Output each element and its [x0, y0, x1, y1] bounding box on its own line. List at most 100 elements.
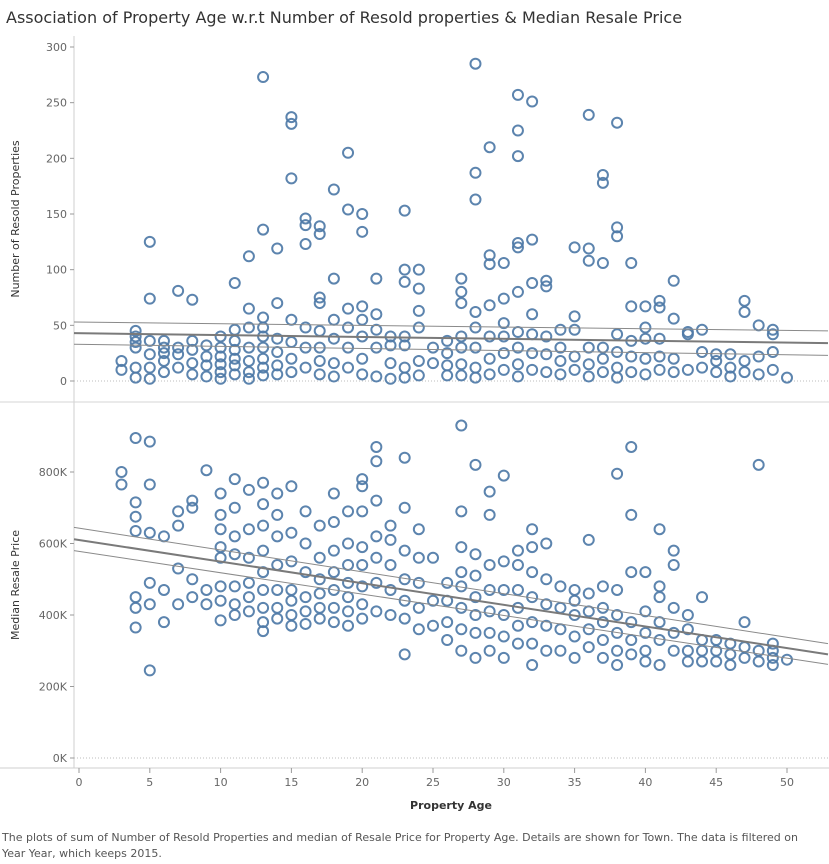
data-point [157, 583, 170, 596]
data-point [342, 537, 355, 550]
data-point [469, 57, 482, 70]
data-point [285, 313, 298, 326]
data-point [157, 530, 170, 543]
data-point [427, 619, 439, 632]
data-point [143, 235, 156, 248]
data-point [214, 508, 227, 521]
data-point [441, 347, 454, 360]
data-point [412, 523, 425, 536]
data-point [526, 541, 539, 554]
data-point [596, 169, 609, 182]
data-point [356, 558, 369, 571]
data-point [214, 350, 227, 363]
data-point [257, 352, 270, 365]
data-point [511, 124, 524, 137]
x-tick-label: 15 [284, 776, 298, 789]
data-point [752, 458, 765, 471]
data-point [497, 363, 510, 376]
data-point [228, 501, 241, 514]
data-point [313, 354, 326, 367]
y-tick-label: 250 [46, 97, 67, 110]
data-point [228, 548, 241, 561]
data-point [483, 299, 496, 312]
data-point [129, 496, 142, 509]
data-point [412, 601, 425, 614]
data-point [469, 609, 482, 621]
data-point [540, 348, 553, 361]
data-point [299, 238, 312, 251]
data-point [327, 332, 340, 345]
chart-title: Association of Property Age w.r.t Number… [6, 8, 683, 27]
data-point [398, 371, 411, 384]
data-point [327, 272, 340, 285]
data-point [342, 505, 355, 518]
data-point [257, 223, 270, 236]
data-point [596, 341, 609, 354]
trend-line [73, 332, 829, 345]
data-point [596, 580, 609, 593]
data-point [342, 203, 355, 216]
data-point [469, 651, 482, 664]
data-point [511, 370, 524, 383]
data-point [370, 605, 383, 618]
data-point [625, 616, 638, 629]
data-point [398, 204, 411, 217]
data-point [483, 644, 496, 657]
data-point [511, 236, 524, 249]
data-point [497, 256, 510, 269]
data-point [511, 358, 524, 371]
data-point [469, 548, 482, 561]
data-point [327, 583, 340, 596]
data-point [625, 566, 638, 579]
data-point [299, 591, 312, 604]
data-point [157, 347, 170, 360]
data-point [271, 583, 284, 596]
data-point [653, 523, 666, 536]
y-tick-label: 0K [53, 752, 68, 765]
data-point [483, 330, 496, 343]
data-point [172, 361, 185, 374]
data-point [200, 339, 213, 352]
data-point [285, 526, 298, 539]
data-point [356, 541, 369, 554]
data-point [214, 614, 227, 627]
data-point [313, 291, 326, 304]
data-point [653, 301, 666, 314]
data-point [653, 659, 666, 672]
data-point [511, 619, 524, 632]
data-point [455, 272, 468, 285]
data-point [384, 357, 397, 370]
data-point [257, 369, 270, 382]
data-point [313, 573, 326, 586]
data-point [271, 530, 284, 543]
data-point [441, 634, 454, 647]
y-axis-title: Median Resale Price [9, 530, 22, 640]
data-point [143, 292, 156, 305]
data-point [653, 332, 666, 345]
data-point [242, 551, 255, 564]
data-point [299, 605, 312, 618]
data-point [370, 551, 383, 564]
data-point [370, 308, 383, 321]
data-point [611, 361, 624, 374]
data-point [214, 594, 227, 607]
data-point [129, 524, 142, 537]
data-point [356, 598, 369, 611]
data-point [469, 371, 482, 384]
data-point [200, 464, 213, 477]
data-point [781, 653, 793, 666]
data-point [356, 505, 369, 518]
data-point [257, 544, 270, 557]
data-point [554, 644, 567, 657]
data-point [667, 366, 680, 379]
data-point [384, 533, 397, 546]
x-tick-label: 0 [76, 776, 83, 789]
data-point [441, 369, 454, 382]
data-point [540, 366, 553, 379]
data-point [412, 282, 425, 295]
data-point [469, 166, 482, 179]
data-point [526, 637, 539, 650]
data-point [398, 451, 411, 464]
data-point [157, 616, 170, 629]
